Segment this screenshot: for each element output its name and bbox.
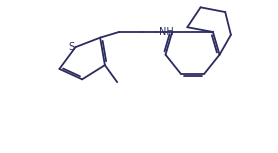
Text: NH: NH [159,27,174,37]
Text: S: S [68,42,75,52]
